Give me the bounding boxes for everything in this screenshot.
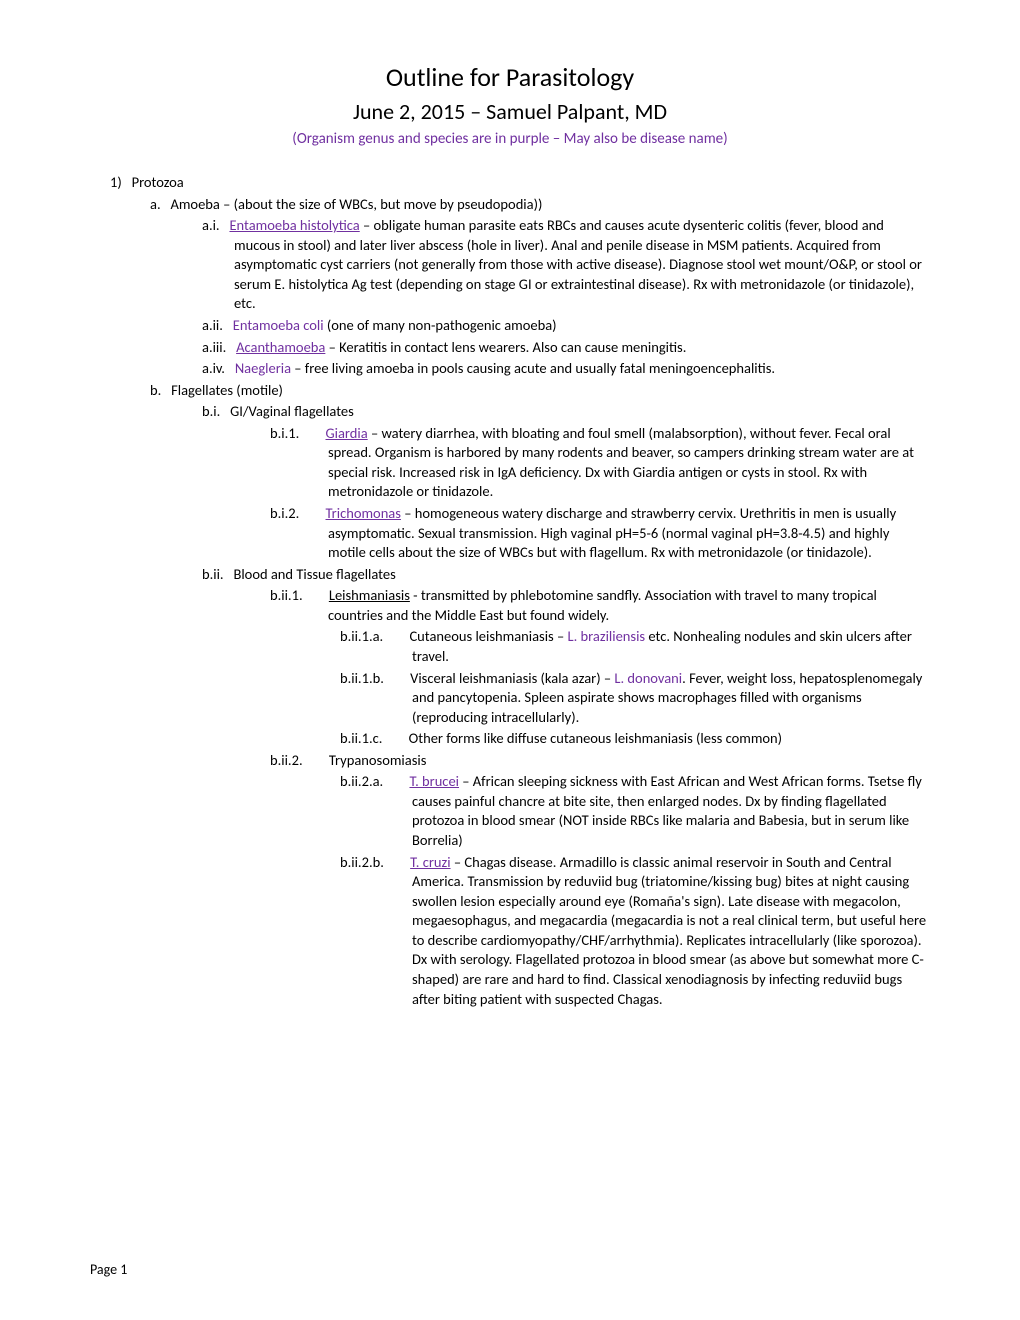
item-bi1: b.i.1. Giardia – watery diarrhea, with b…: [270, 424, 930, 502]
item-bii2: b.ii.2. Trypanosomiasis: [270, 751, 930, 771]
num-bi: b.i.: [202, 402, 220, 420]
text-bii1c: Other forms like diffuse cutaneous leish…: [409, 729, 782, 747]
text-1: Protozoa: [132, 173, 184, 191]
num-bii2: b.ii.2.: [270, 751, 303, 769]
num-bii: b.ii.: [202, 565, 224, 583]
item-bi: b.i. GI/Vaginal flagellates: [202, 402, 930, 422]
organism-l-donovani: L. donovani: [614, 669, 682, 687]
doc-note: (Organism genus and species are in purpl…: [90, 129, 930, 149]
item-bii1a: b.ii.1.a. Cutaneous leishmaniasis – L. b…: [340, 627, 930, 666]
item-bii2b: b.ii.2.b. T. cruzi – Chagas disease. Arm…: [340, 853, 930, 1010]
doc-title: Outline for Parasitology: [90, 60, 930, 95]
num-bii2b: b.ii.2.b.: [340, 853, 384, 871]
organism-l-braziliensis: L. braziliensis: [568, 627, 646, 645]
item-bii2a: b.ii.2.a. T. brucei – African sleeping s…: [340, 772, 930, 850]
text-bii1: - transmitted by phlebotomine sandfly. A…: [328, 586, 877, 624]
doc-subtitle: June 2, 2015 – Samuel Palpant, MD: [90, 97, 930, 127]
num-1: 1): [110, 173, 122, 191]
item-ai: a.i. Entamoeba histolytica – obligate hu…: [202, 216, 930, 314]
item-bii1c: b.ii.1.c. Other forms like diffuse cutan…: [340, 729, 930, 749]
item-bi2: b.i.2. Trichomonas – homogeneous watery …: [270, 504, 930, 563]
num-aiii: a.iii.: [202, 338, 226, 356]
text-aii: (one of many non-pathogenic amoeba): [324, 316, 557, 334]
item-bii1: b.ii.1. Leishmaniasis - transmitted by p…: [270, 586, 930, 625]
text-bii2a: – African sleeping sickness with East Af…: [412, 772, 922, 849]
num-bi1: b.i.1.: [270, 424, 299, 442]
organism-entamoeba-coli: Entamoeba coli: [233, 316, 324, 334]
item-bii1b: b.ii.1.b. Visceral leishmaniasis (kala a…: [340, 669, 930, 728]
num-bi2: b.i.2.: [270, 504, 299, 522]
pre-bii1a: Cutaneous leishmaniasis –: [409, 627, 567, 645]
heading-leishmaniasis: Leishmaniasis: [329, 586, 410, 604]
text-aiv: – free living amoeba in pools causing ac…: [291, 359, 775, 377]
organism-t-brucei: T. brucei: [409, 772, 459, 790]
text-b: Flagellates (motile): [171, 381, 283, 399]
item-b: b. Flagellates (motile): [150, 381, 930, 401]
num-b: b.: [150, 381, 161, 399]
num-aiv: a.iv.: [202, 359, 225, 377]
num-a: a.: [150, 195, 161, 213]
item-aiii: a.iii. Acanthamoeba – Keratitis in conta…: [202, 338, 930, 358]
text-a: Amoeba – (about the size of WBCs, but mo…: [170, 195, 542, 213]
item-aii: a.ii. Entamoeba coli (one of many non-pa…: [202, 316, 930, 336]
num-bii1: b.ii.1.: [270, 586, 303, 604]
organism-t-cruzi: T. cruzi: [410, 853, 450, 871]
text-bi2: – homogeneous watery discharge and straw…: [328, 504, 896, 561]
text-bi1: – watery diarrhea, with bloating and fou…: [328, 424, 914, 501]
num-bii1b: b.ii.1.b.: [340, 669, 384, 687]
text-bii2b: – Chagas disease. Armadillo is classic a…: [412, 853, 926, 1008]
organism-naegleria: Naegleria: [235, 359, 291, 377]
num-bii1a: b.ii.1.a.: [340, 627, 383, 645]
num-ai: a.i.: [202, 216, 220, 234]
num-bii2a: b.ii.2.a.: [340, 772, 383, 790]
text-bi: GI/Vaginal flagellates: [230, 402, 354, 420]
item-a: a. Amoeba – (about the size of WBCs, but…: [150, 195, 930, 215]
organism-giardia: Giardia: [326, 424, 368, 442]
pre-bii1b: Visceral leishmaniasis (kala azar) –: [410, 669, 614, 687]
organism-acanthamoeba: Acanthamoeba: [236, 338, 325, 356]
text-bii2: Trypanosomiasis: [329, 751, 427, 769]
item-bii: b.ii. Blood and Tissue flagellates: [202, 565, 930, 585]
organism-trichomonas: Trichomonas: [326, 504, 401, 522]
item-aiv: a.iv. Naegleria – free living amoeba in …: [202, 359, 930, 379]
text-aiii: – Keratitis in contact lens wearers. Als…: [325, 338, 686, 356]
organism-entamoeba-histolytica: Entamoeba histolytica: [229, 216, 359, 234]
text-bii: Blood and Tissue flagellates: [233, 565, 395, 583]
item-1: 1) Protozoa: [110, 173, 930, 193]
num-aii: a.ii.: [202, 316, 223, 334]
page-number: Page 1: [90, 1261, 127, 1280]
num-bii1c: b.ii.1.c.: [340, 729, 382, 747]
